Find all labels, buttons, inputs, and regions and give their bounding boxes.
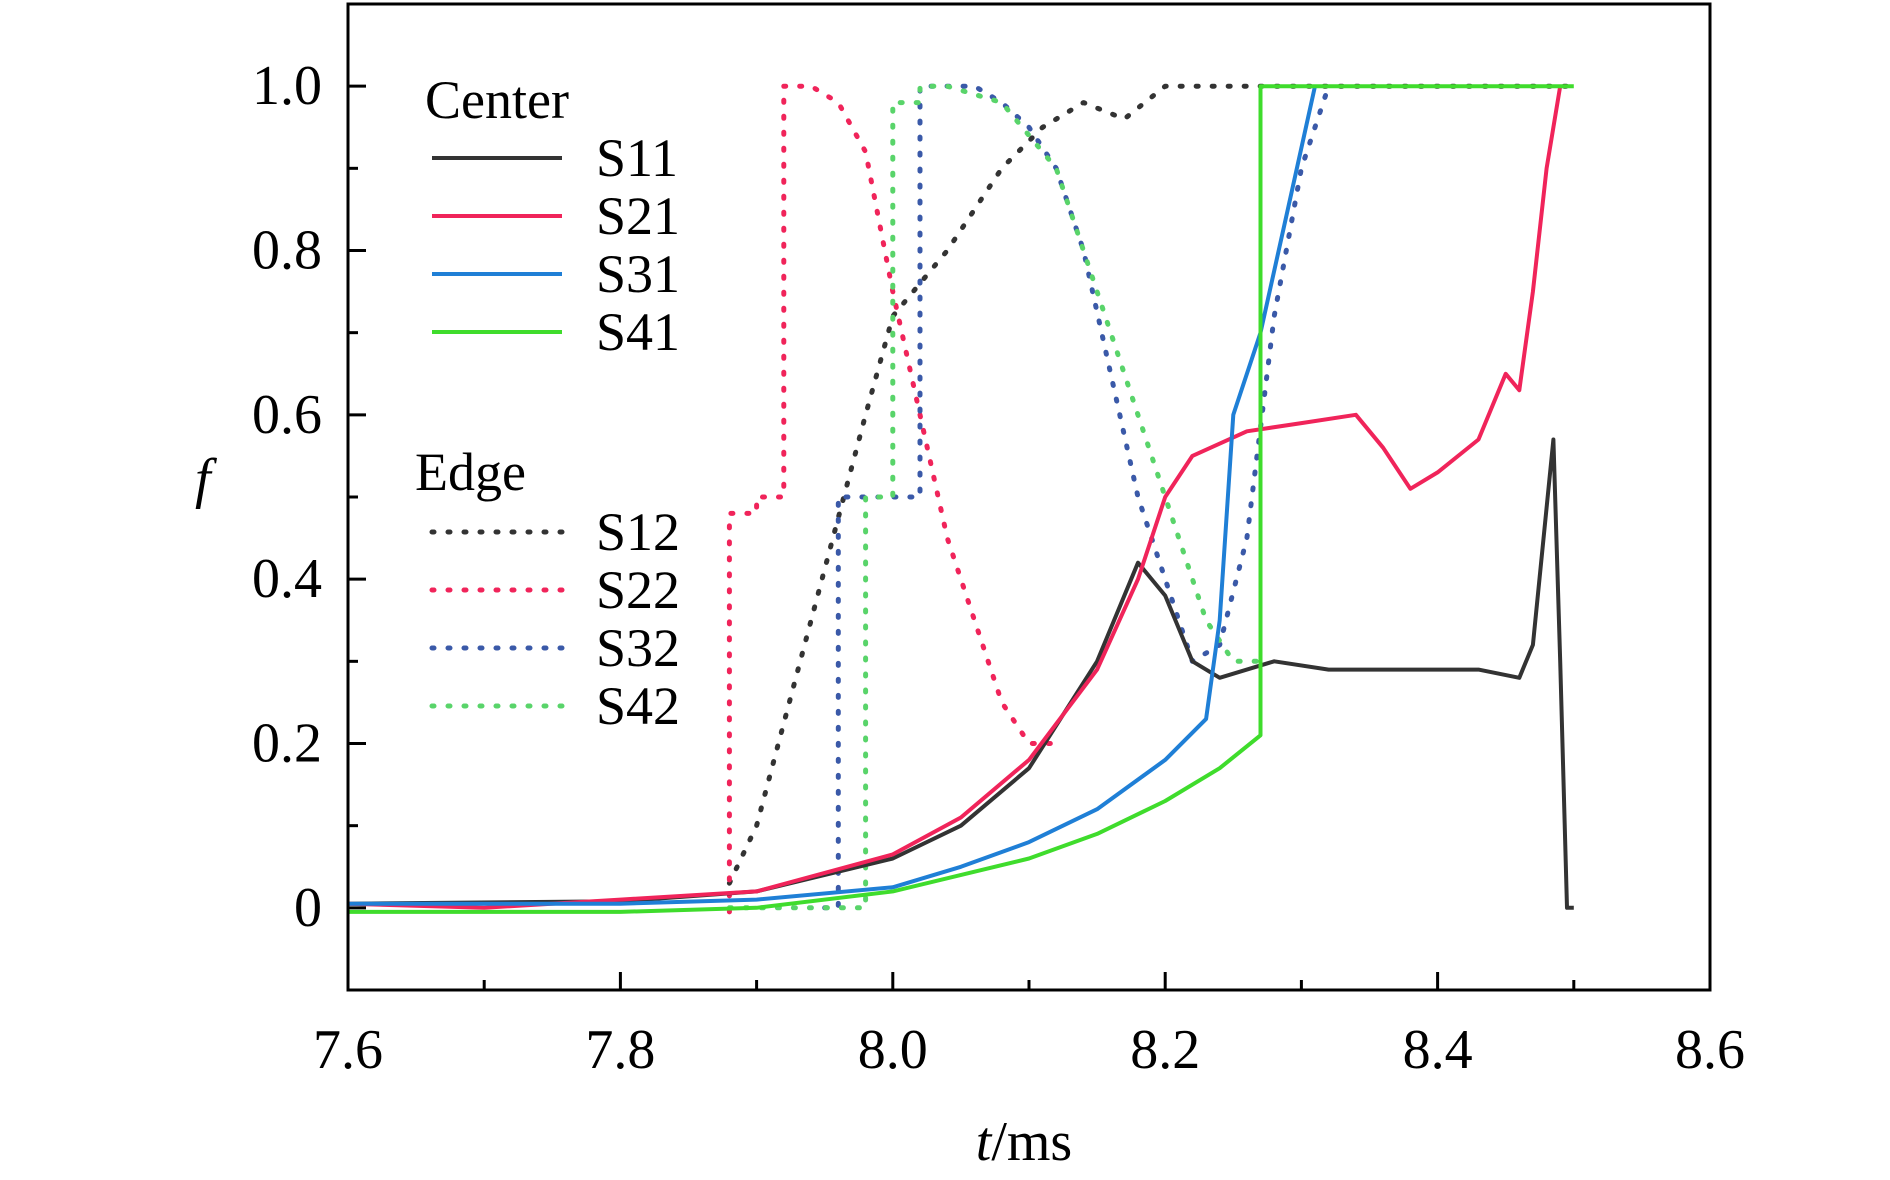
- y-tick-label: 1.0: [252, 55, 322, 117]
- x-axis-label-variable: t: [976, 1111, 993, 1173]
- legend-label-s12: S12: [596, 502, 680, 562]
- y-tick-label: 0.4: [252, 548, 322, 610]
- x-tick-label: 8.4: [1403, 1019, 1473, 1081]
- series-line-s42: [726, 83, 1263, 911]
- x-axis-label: t/ms: [976, 1111, 1072, 1173]
- y-tick-label: 0.6: [252, 384, 322, 446]
- x-axis-label-unit: /ms: [991, 1111, 1072, 1173]
- series-line-s32: [822, 83, 1332, 911]
- x-tick-label: 8.6: [1675, 1019, 1745, 1081]
- legend-label-s11: S11: [596, 128, 678, 188]
- legend-label-s41: S41: [596, 302, 680, 362]
- y-axis-label: f: [195, 448, 218, 510]
- legend-label-s31: S31: [596, 244, 680, 304]
- y-tick-label: 0: [294, 877, 322, 939]
- series-line-s21: [347, 85, 1563, 910]
- series-line-s11: [347, 437, 1574, 910]
- series-line-s31: [348, 85, 1317, 906]
- series-layer: [347, 83, 1577, 915]
- x-tick-label: 7.8: [585, 1019, 655, 1081]
- legend-label-s22: S22: [596, 560, 680, 620]
- y-tick-label: 0.2: [252, 713, 322, 775]
- legend-label-s32: S32: [596, 618, 680, 678]
- legend-group-title-edge: Edge: [415, 442, 526, 502]
- x-tick-label: 7.6: [313, 1019, 383, 1081]
- legend-label-s42: S42: [596, 676, 680, 736]
- series-line-s22: [726, 83, 1059, 915]
- legend-label-s21: S21: [596, 186, 680, 246]
- x-tick-label: 8.0: [858, 1019, 928, 1081]
- series-line-s41: [348, 84, 1574, 914]
- y-tick-label: 0.8: [252, 220, 322, 282]
- ticks-layer: 7.6 7.8 8.0 8.2 8.4 8.6 0 0.2 0.4 0.6 0.8 1.0: [252, 2, 1745, 1081]
- series-line-s12: [726, 83, 1577, 886]
- x-tick-label: 8.2: [1130, 1019, 1200, 1081]
- legend-group-title-center: Center: [425, 70, 569, 130]
